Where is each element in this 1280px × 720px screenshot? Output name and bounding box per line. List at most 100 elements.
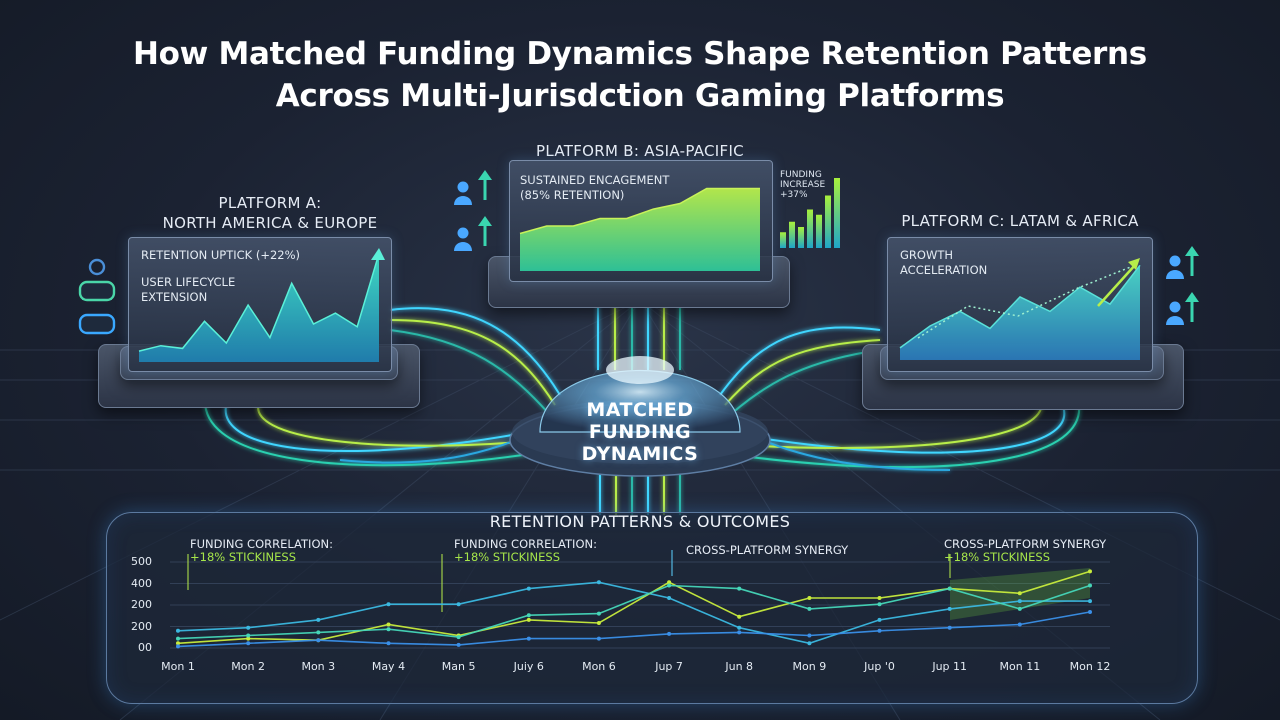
series-2-point [1017, 591, 1022, 596]
series-4-point [737, 630, 742, 635]
series-2-point [246, 636, 251, 641]
series-4-point [386, 641, 391, 646]
series-3-point [807, 606, 812, 611]
annotation-4-line-1: CROSS-PLATFORM SYNERGY [944, 537, 1107, 551]
series-3-point [1088, 583, 1092, 588]
platform-a-label-retention: RETENTION UPTICK (+22%) [141, 248, 301, 262]
series-1-point [596, 580, 601, 585]
series-4-point [526, 636, 531, 641]
platform-a-area-chart [138, 248, 385, 362]
annotation-3-line-1: CROSS-PLATFORM SYNERGY [686, 543, 849, 557]
series-1-point [1017, 599, 1022, 604]
platform-b-funding-bar-chart [780, 178, 840, 248]
annotation-funding-correlation-1: FUNDING CORRELATION: +18% STICKINESS [190, 538, 333, 564]
platform-c-trend-line [917, 265, 1134, 339]
y-tick-label: 200 [131, 598, 152, 611]
series-4-point [807, 633, 812, 638]
platform-c-chart-area [900, 265, 1140, 360]
funding-bar [834, 178, 840, 248]
x-tick-label: Mon 6 [582, 660, 616, 673]
series-4-point [877, 628, 882, 633]
platform-a-chart-line [138, 253, 380, 352]
platform-c-label: GROWTH ACCELERATION [900, 248, 987, 278]
series-3-point [1017, 606, 1022, 611]
series-4-point [1017, 622, 1022, 627]
y-tick-label: 00 [138, 641, 152, 654]
left-icons [78, 258, 116, 335]
series-4-line [177, 611, 1091, 648]
platform-b-funding-line-1: FUNDING [780, 170, 822, 180]
annotation-1-line-2: +18% STICKINESS [190, 550, 296, 564]
platform-c-title: PLATFORM C: LATAM & AFRICA [901, 212, 1139, 230]
connector-lines-left [204, 307, 561, 467]
platform-c-label-line-1: GROWTH [900, 248, 953, 262]
series-3-point [246, 633, 251, 638]
platform-b-label-line-1: SUSTAINED ENCAGEMENT [520, 173, 670, 187]
series-1-point [456, 602, 461, 607]
y-tick-label: 500 [131, 555, 152, 568]
annotation-2-line-1: FUNDING CORRELATION: [454, 537, 597, 551]
center-label-line-3: DYNAMICS [581, 443, 699, 465]
series-1-point [807, 641, 812, 646]
platform-a-title-line-2: NORTH AMERICA & EUROPE [162, 214, 378, 232]
annotation-cross-platform-1: CROSS-PLATFORM SYNERGY [686, 544, 848, 557]
series-1-line [177, 581, 1090, 645]
series-1-point [176, 628, 180, 633]
platform-b-icons [454, 170, 492, 251]
platform-b-panel: SUSTAINED ENCAGEMENT (85% RETENTION) [509, 160, 773, 282]
series-3-point [947, 586, 952, 591]
platform-b-funding-label: FUNDING INCREASE +37% [780, 170, 825, 200]
x-tick-label: Mon 1 [161, 660, 195, 673]
platform-b-chart-area [520, 188, 760, 271]
funding-bar [816, 214, 822, 248]
platform-c-chart-line [899, 264, 1141, 349]
series-2-point [386, 622, 391, 627]
x-tick-label: Man 5 [441, 660, 476, 673]
retention-outcomes-title: RETENTION PATTERNS & OUTCOMES [489, 512, 791, 531]
platform-a-label-lifecycle-line-1: USER LIFECYCLE [141, 275, 236, 289]
series-3-point [386, 627, 391, 632]
funding-bar [789, 221, 795, 248]
annotation-funding-correlation-2: FUNDING CORRELATION: +18% STICKINESS [454, 538, 597, 564]
series-1-point [316, 617, 321, 622]
platform-c-icons [1166, 246, 1199, 325]
series-2-point [526, 617, 531, 622]
x-tick-label: Jup 7 [655, 660, 683, 673]
x-tick-label: Mon 11 [999, 660, 1041, 673]
x-tick-label: May 4 [371, 660, 406, 673]
funding-bar [807, 209, 813, 248]
y-tick-label: 400 [131, 576, 152, 590]
funding-bar [780, 232, 786, 248]
series-4-point [316, 638, 321, 643]
series-3-point [596, 611, 601, 616]
x-tick-label: Juiy 6 [513, 660, 544, 673]
series-4-point [596, 636, 601, 641]
x-tick-label: Mon 3 [301, 660, 336, 673]
platform-b-label-line-2: (85% RETENTION) [520, 188, 625, 202]
series-4-point [456, 642, 461, 647]
platform-b-label: SUSTAINED ENCAGEMENT (85% RETENTION) [520, 173, 669, 203]
platform-b-area-chart [519, 187, 760, 271]
series-1-point [526, 586, 531, 591]
x-tick-label: Mon 9 [792, 660, 827, 673]
platform-c-label-line-2: ACCELERATION [900, 263, 988, 277]
platform-b-title: PLATFORM B: ASIA-PACIFIC [536, 142, 744, 160]
platform-b-funding-line-3: +37% [780, 190, 808, 200]
funding-bar [825, 195, 831, 248]
series-2-point [1088, 569, 1092, 574]
platform-c-arrowhead [1128, 258, 1140, 270]
series-1-point [246, 625, 251, 630]
platform-a-title-line-1: PLATFORM A: [218, 194, 322, 212]
series-2-point [737, 614, 742, 619]
series-1-point [1088, 599, 1092, 604]
x-tick-label: Jup '0 [864, 660, 895, 673]
series-2-point [176, 641, 180, 646]
series-4-point [176, 644, 180, 649]
series-1-point [386, 602, 391, 607]
y-tick-label: 200 [131, 619, 152, 633]
series-1-point [667, 596, 672, 600]
annotation-1-line-1: FUNDING CORRELATION: [190, 537, 333, 551]
series-3-point [456, 635, 461, 640]
main-title-line-2: Across Multi-Jurisdction Gaming Platform… [275, 78, 1005, 114]
annotation-2-line-2: +18% STICKINESS [454, 550, 560, 564]
